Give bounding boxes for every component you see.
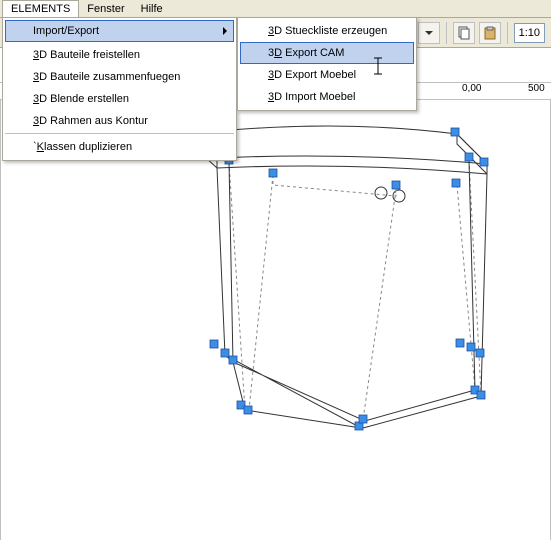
menu-klassen-duplizieren-label: `Klassen duplizieren	[33, 141, 132, 153]
selection-handle[interactable]	[452, 179, 460, 187]
selection-handle[interactable]	[465, 153, 473, 161]
selection-handle[interactable]	[392, 181, 400, 189]
menu-blende-erstellen-label: 3D Blende erstellen	[33, 93, 129, 105]
menu-elements-dropdown: Import/Export 3D Bauteile freistellen 3D…	[2, 17, 237, 161]
selection-handle[interactable]	[269, 169, 277, 177]
selection-handle[interactable]	[359, 415, 367, 423]
menu-import-export-label: Import/Export	[33, 25, 99, 37]
selection-handle[interactable]	[229, 356, 237, 364]
menu-bauteile-freistellen[interactable]: 3D Bauteile freistellen	[5, 44, 234, 66]
menu-rahmen-kontur-label: 3D Rahmen aus Kontur	[33, 115, 148, 127]
menu-bauteile-freistellen-label: 3D Bauteile freistellen	[33, 49, 140, 61]
submenu-export-moebel[interactable]: 3D Export Moebel	[240, 64, 414, 86]
submenu-arrow-icon	[223, 27, 227, 35]
selection-handle[interactable]	[467, 343, 475, 351]
menu-bauteile-zusammen[interactable]: 3D Bauteile zusammenfuegen	[5, 66, 234, 88]
submenu-export-moebel-label: 3D Export Moebel	[268, 69, 356, 81]
selection-handle[interactable]	[476, 349, 484, 357]
selection-handle[interactable]	[451, 128, 459, 136]
drawing-canvas[interactable]	[0, 100, 551, 540]
submenu-stueckliste[interactable]: 3D Stueckliste erzeugen	[240, 20, 414, 42]
submenu-export-cam-label: 3D Export CAM	[268, 47, 344, 59]
menu-rahmen-kontur[interactable]: 3D Rahmen aus Kontur	[5, 110, 234, 134]
menu-bauteile-zusammen-label: 3D Bauteile zusammenfuegen	[33, 71, 180, 83]
selection-handle[interactable]	[221, 349, 229, 357]
selection-handle[interactable]	[244, 406, 252, 414]
menu-import-export[interactable]: Import/Export	[5, 20, 234, 42]
menubar-elements[interactable]: ELEMENTS	[2, 0, 79, 17]
selection-handle[interactable]	[210, 340, 218, 348]
submenu-import-moebel[interactable]: 3D Import Moebel	[240, 86, 414, 108]
submenu-import-moebel-label: 3D Import Moebel	[268, 91, 355, 103]
selection-handle[interactable]	[456, 339, 464, 347]
selection-handle[interactable]	[477, 391, 485, 399]
submenu-stueckliste-label: 3D Stueckliste erzeugen	[268, 25, 387, 37]
menu-blende-erstellen[interactable]: 3D Blende erstellen	[5, 88, 234, 110]
menu-klassen-duplizieren[interactable]: `Klassen duplizieren	[5, 136, 234, 158]
submenu-export-cam[interactable]: 3D Export CAM	[240, 42, 414, 64]
menubar-elements-label: ELEMENTS	[11, 3, 70, 15]
menu-import-export-submenu: 3D Stueckliste erzeugen 3D Export CAM 3D…	[237, 17, 417, 111]
selection-handle[interactable]	[480, 158, 488, 166]
